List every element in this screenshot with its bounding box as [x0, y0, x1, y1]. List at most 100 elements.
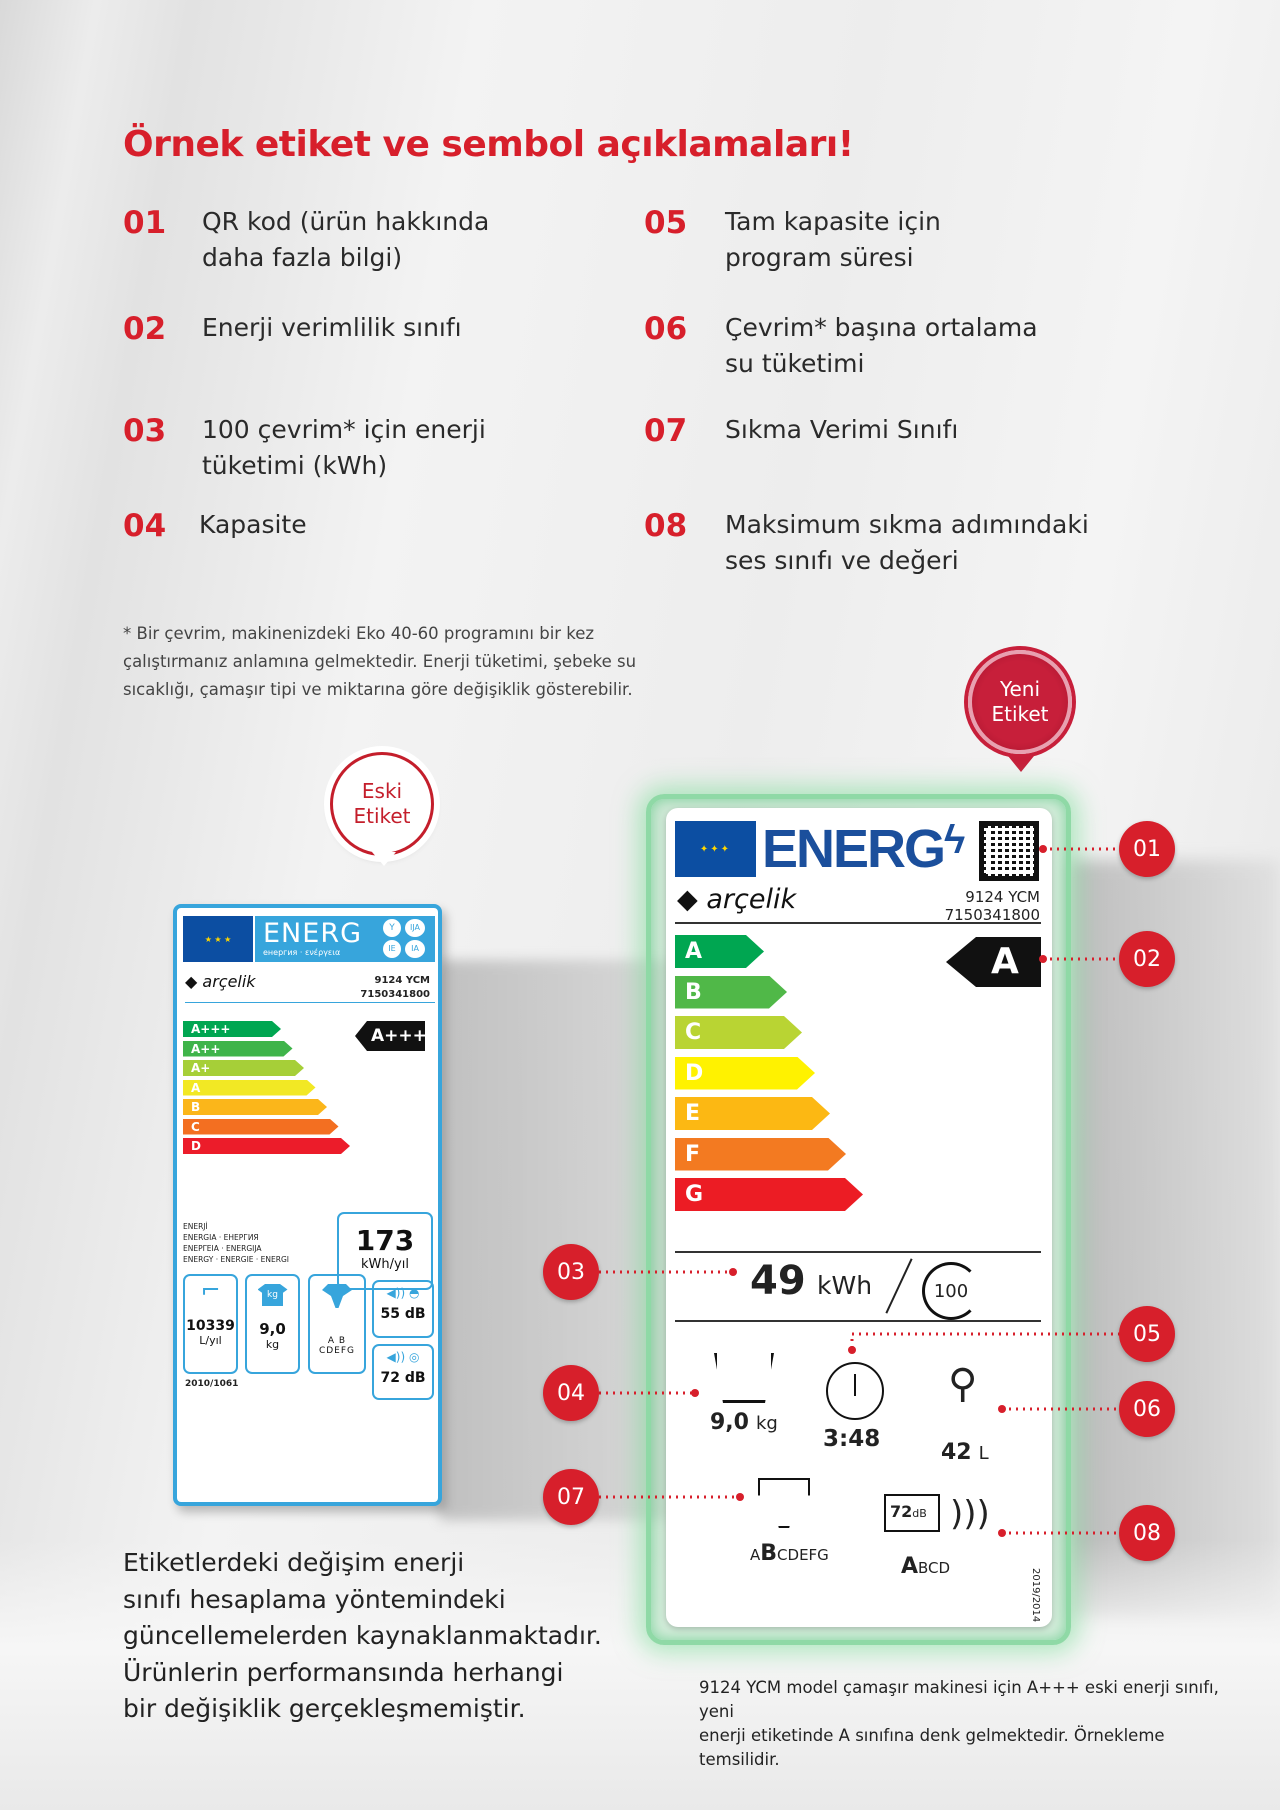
class-bar: A++	[183, 1041, 293, 1057]
item-text: Maksimum sıkma adımındaki	[725, 510, 1089, 539]
speaker-icon: ◀)) ◎	[386, 1350, 420, 1364]
product-code: 7150341800	[944, 906, 1040, 924]
shirt-kg-icon: kg	[257, 1284, 288, 1306]
lang-circle: IE	[383, 940, 401, 958]
sound-waves-icon: )))	[950, 1494, 990, 1534]
tap-icon: ⌐	[200, 1276, 221, 1304]
noise-spin-box: ◀)) ◎ 72 dB	[372, 1344, 434, 1400]
item-number: 05	[644, 205, 688, 241]
capacity: 9,0 kg	[710, 1410, 778, 1435]
spin-class: ABCDEFG	[750, 1541, 829, 1566]
water-value: 42	[941, 1440, 972, 1465]
new-energy-label: ✦✦✦ ENERGϟ ◆ arçelik 9124 YCM 7150341800 …	[666, 808, 1052, 1627]
class-bar: A	[183, 1080, 316, 1096]
footnote: * Bir çevrim, makinenizdeki Eko 40-60 pr…	[123, 620, 663, 704]
divider	[675, 1251, 1041, 1253]
capacity-unit: kg	[755, 1413, 778, 1434]
brand-name: arçelik	[706, 884, 797, 915]
divider	[675, 922, 1041, 924]
noise-wash-value: 55 dB	[380, 1306, 426, 1322]
shadow	[440, 960, 670, 1520]
class-bar: A	[675, 935, 764, 968]
capacity-unit: kg	[265, 1338, 280, 1351]
kwh-unit: kWh/yıl	[361, 1257, 409, 1272]
callout-07: 07	[543, 1469, 599, 1525]
cycle-icon: 100	[922, 1262, 980, 1320]
shadow	[1070, 860, 1280, 1620]
divider	[185, 1002, 435, 1003]
text-line: enerji etiketinde A sınıfına denk gelmek…	[699, 1726, 1165, 1769]
duration-value: 3:48	[823, 1426, 881, 1452]
water-value: 10339	[186, 1318, 235, 1334]
lightning-icon: ϟ	[944, 818, 965, 862]
item-number: 08	[644, 508, 688, 544]
noise-wash-box: ◀)) ◓ 55 dB	[372, 1280, 434, 1338]
badge-text: Etiket	[353, 804, 411, 828]
class-bar: G	[675, 1178, 863, 1211]
brand-name: arçelik	[202, 972, 256, 991]
footnote-line: sıcaklığı, çamaşır tipi ve miktarına gör…	[123, 680, 633, 699]
water: 42 L	[941, 1440, 989, 1465]
badge-text: Etiket	[991, 702, 1049, 726]
text-line: Etiketlerdeki değişim enerji	[123, 1548, 465, 1577]
energy-word: ENERJİ	[183, 1222, 208, 1231]
item-text: daha fazla bilgi)	[202, 243, 403, 272]
energy-words: ENERJİ ENERGIA · ЕНЕРГИЯ ΕΝΕΡΓΕΙΑ · ENERGI…	[183, 1221, 289, 1265]
new-label-badge: Yeni Etiket	[968, 650, 1072, 754]
item-text: 100 çevrim* için enerji	[202, 415, 486, 444]
model-info: 9124 YCM 7150341800	[360, 974, 430, 1002]
noise-speaker-icon: 72dB	[884, 1494, 940, 1532]
eu-flag-icon: ✦✦✦	[675, 821, 756, 877]
item-text: Tam kapasite için	[725, 207, 941, 236]
badge-text: Yeni	[999, 677, 1041, 701]
model-number: 9124 YCM	[965, 888, 1040, 906]
item-number: 02	[123, 311, 167, 347]
class-bar: C	[675, 1016, 802, 1049]
kwh-value: 173	[355, 1224, 415, 1257]
class-bar: C	[183, 1119, 339, 1135]
item-number: 06	[644, 311, 688, 347]
model-number: 9124 YCM	[374, 975, 431, 986]
energ-text: ENERG	[762, 819, 946, 879]
spin-class-selected: B	[760, 1541, 778, 1566]
item-text: program süresi	[725, 243, 914, 272]
class-bar: D	[675, 1057, 815, 1090]
energ-subtext: енергия · ενέργεια	[263, 948, 341, 957]
item-text: tüketimi (kWh)	[202, 451, 388, 480]
class-bar: A+	[183, 1060, 304, 1076]
item-text: su tüketimi	[725, 349, 865, 378]
item-number: 03	[123, 413, 167, 449]
class-bar: A+++	[183, 1021, 281, 1037]
text-line: bir değişiklik gerçekleşmemiştir.	[123, 1694, 526, 1723]
change-explanation: Etiketlerdeki değişim enerji sınıfı hesap…	[123, 1545, 602, 1728]
qr-code-icon[interactable]	[979, 821, 1039, 881]
item-text: Enerji verimlilik sınıfı	[202, 313, 462, 342]
capacity-box: kg 9,0 kg	[245, 1274, 300, 1374]
class-bar: E	[675, 1097, 830, 1130]
class-bar: B	[183, 1099, 327, 1115]
item-text: QR kod (ürün hakkında	[202, 207, 490, 236]
spin-class-rest: CDEFG	[777, 1546, 829, 1564]
energy-word: ΕΝΕΡΓΕΙΑ · ENERGIJA	[183, 1244, 262, 1253]
class-bar: B	[675, 976, 787, 1009]
energy-word: ENERGIA · ЕНЕРГИЯ	[183, 1233, 259, 1242]
kwh-unit: kWh	[817, 1271, 873, 1300]
item-text: Sıkma Verimi Sınıfı	[725, 415, 959, 444]
badge-pointer	[372, 852, 396, 866]
footnote-line: çalıştırmanız anlamına gelmektedir. Ener…	[123, 652, 637, 671]
item-number: 01	[123, 205, 167, 241]
eu-flag-icon: ★ ★ ★	[183, 916, 253, 962]
energ-text: ENERG	[263, 918, 362, 949]
regulation-number: 2010/1061	[185, 1379, 239, 1389]
class-bar: D	[183, 1138, 350, 1154]
text-line: Ürünlerin performansında herhangi	[123, 1657, 564, 1687]
page-title: Örnek etiket ve sembol açıklamaları!	[123, 124, 854, 165]
callout-05: 05	[1119, 1306, 1175, 1362]
model-note: 9124 YCM model çamaşır makinesi için A++…	[699, 1676, 1219, 1772]
lang-circle: IA	[405, 940, 425, 958]
speaker-icon: ◀)) ◓	[386, 1286, 420, 1300]
cycles-value: 100	[933, 1280, 969, 1302]
class-bar: F	[675, 1138, 846, 1171]
water-box: ⌐ 10339 L/yıl	[183, 1274, 238, 1374]
